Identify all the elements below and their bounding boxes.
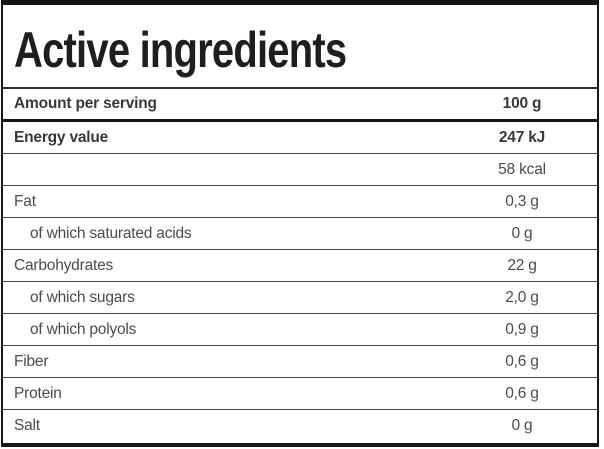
nutrient-value: 22 g	[507, 256, 537, 274]
nutrient-label: of which saturated acids	[30, 224, 192, 242]
nutrient-value: 0,6 g	[505, 384, 539, 402]
nutrient-label: Carbohydrates	[14, 256, 114, 274]
nutrient-value: 0 g	[511, 224, 533, 242]
nutrient-label: of which polyols	[30, 320, 137, 338]
table-header-row: Amount per serving 100 g	[3, 89, 597, 122]
nutrient-label: Protein	[14, 384, 62, 402]
nutrient-label: Fiber	[14, 352, 49, 370]
page-title: Active ingredients	[14, 22, 347, 78]
nutrient-label: Salt	[14, 417, 40, 434]
table-row-energy-kcal: 58 kcal	[3, 154, 597, 186]
nutrient-label: Fat	[14, 192, 36, 210]
table-row-carbohydrates: Carbohydrates 22 g	[3, 250, 597, 282]
table-row-energy-kj: Energy value 247 kJ	[3, 122, 597, 154]
nutrient-label: of which sugars	[30, 288, 135, 306]
table-row-polyols: of which polyols 0,9 g	[3, 314, 597, 346]
nutrient-value: 247 kJ	[498, 128, 546, 146]
table-row-fiber: Fiber 0,6 g	[3, 346, 597, 378]
table-row-salt: Salt 0 g	[3, 410, 597, 442]
table-row-saturated-acids: of which saturated acids 0 g	[3, 218, 597, 250]
nutrient-label: Energy value	[14, 128, 109, 146]
table-row-fat: Fat 0,3 g	[3, 186, 597, 218]
header-value: 100 g	[502, 95, 542, 112]
nutrient-value: 0,9 g	[505, 320, 539, 338]
table-title-block: Active ingredients	[3, 5, 597, 89]
nutrient-value: 0,3 g	[505, 192, 539, 210]
nutrient-value: 2,0 g	[505, 288, 539, 306]
nutrient-value: 58 kcal	[498, 160, 546, 178]
header-label: Amount per serving	[14, 95, 157, 112]
nutrient-value: 0 g	[511, 417, 533, 434]
nutrient-value: 0,6 g	[505, 352, 539, 370]
table-row-protein: Protein 0,6 g	[3, 378, 597, 410]
table-row-sugars: of which sugars 2,0 g	[3, 282, 597, 314]
